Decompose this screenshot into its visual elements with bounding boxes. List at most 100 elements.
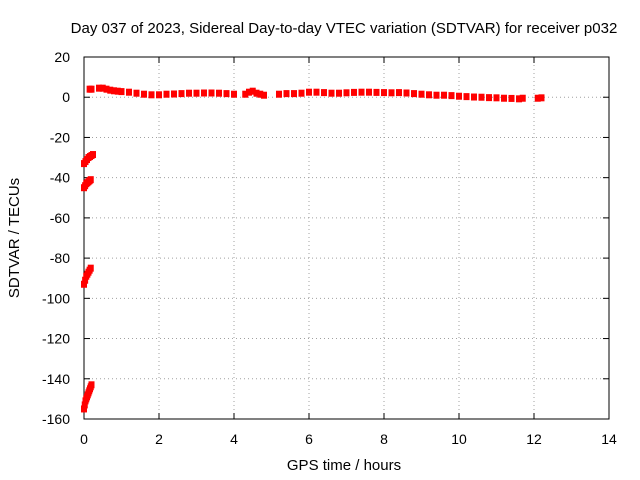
- y-tick-label: -40: [50, 170, 70, 186]
- data-point: [253, 89, 260, 97]
- data-point: [81, 405, 87, 413]
- x-tick-label: 8: [380, 431, 388, 447]
- data-point: [516, 95, 522, 103]
- data-point: [231, 90, 237, 98]
- data-point: [186, 89, 192, 97]
- data-point: [249, 87, 256, 95]
- data-point: [418, 90, 425, 98]
- data-point: [88, 381, 95, 389]
- data-point: [456, 92, 462, 100]
- data-point: [261, 91, 267, 99]
- data-point: [107, 86, 114, 94]
- data-point: [448, 92, 455, 100]
- data-point: [156, 91, 162, 99]
- data-point: [373, 88, 380, 96]
- data-point: [193, 89, 200, 97]
- data-point: [396, 89, 402, 97]
- data-point: [358, 88, 365, 96]
- data-point: [519, 94, 526, 102]
- x-tick-label: 2: [155, 431, 163, 447]
- data-point: [343, 89, 350, 97]
- data-point: [501, 94, 507, 102]
- data-point: [171, 90, 177, 98]
- x-tick-label: 14: [601, 431, 617, 447]
- data-point: [493, 94, 500, 102]
- data-point: [126, 88, 132, 96]
- data-point: [508, 94, 515, 102]
- data-point: [216, 89, 222, 97]
- data-point: [336, 89, 342, 97]
- data-point: [81, 401, 88, 409]
- data-point: [87, 176, 94, 184]
- y-tick-label: 0: [62, 89, 70, 105]
- data-point: [388, 89, 395, 97]
- x-tick-label: 10: [451, 431, 467, 447]
- data-point: [283, 90, 290, 98]
- y-axis-label: SDTVAR / TECUs: [6, 178, 23, 298]
- data-point: [257, 90, 264, 98]
- data-point: [486, 94, 492, 102]
- data-point: [223, 90, 230, 98]
- y-tick-labels: 20 0 -20 -40 -60 -80 -100 -120 -140 -160: [42, 49, 70, 427]
- data-point: [381, 89, 387, 97]
- data-point: [87, 264, 94, 272]
- x-axis-label: GPS time / hours: [287, 457, 401, 474]
- data-point: [163, 90, 170, 98]
- data-point: [82, 276, 89, 284]
- data-point: [471, 93, 477, 101]
- x-tick-labels: 0 2 4 6 8 10 12 14: [80, 431, 617, 447]
- data-point: [426, 91, 432, 99]
- y-tick-label: -20: [50, 129, 70, 145]
- data-point: [81, 280, 87, 288]
- data-point: [433, 91, 440, 99]
- data-point: [178, 90, 185, 98]
- data-point: [133, 89, 140, 97]
- data-point: [141, 90, 147, 98]
- grid-lines: [84, 57, 609, 419]
- y-tick-label: -80: [50, 250, 70, 266]
- data-point: [534, 94, 541, 102]
- y-tick-label: 20: [54, 49, 70, 65]
- data-point: [96, 84, 102, 92]
- data-point: [242, 90, 249, 98]
- y-tick-label: -60: [50, 210, 70, 226]
- data-point: [291, 90, 297, 98]
- data-point: [538, 94, 545, 102]
- data-point: [90, 151, 96, 159]
- data-point: [328, 89, 335, 97]
- data-point: [441, 91, 447, 99]
- data-point: [201, 89, 207, 97]
- data-point: [478, 93, 485, 101]
- x-tick-label: 6: [305, 431, 313, 447]
- x-tick-label: 0: [80, 431, 88, 447]
- data-point: [246, 88, 252, 96]
- data-points: [81, 84, 545, 413]
- data-point: [208, 89, 215, 97]
- data-point: [403, 89, 410, 97]
- data-point: [111, 87, 117, 95]
- data-point: [463, 93, 470, 101]
- data-point: [351, 88, 357, 96]
- data-point: [148, 91, 155, 99]
- plot-frame: [83, 56, 610, 420]
- data-point: [321, 89, 327, 97]
- data-point: [306, 88, 312, 96]
- data-point: [366, 88, 372, 96]
- y-tick-label: -140: [42, 371, 70, 387]
- axis-ticks: [83, 56, 610, 420]
- data-point: [298, 89, 305, 97]
- data-point: [411, 90, 417, 98]
- data-point: [114, 87, 121, 95]
- y-tick-label: -120: [42, 331, 70, 347]
- data-point: [88, 85, 95, 93]
- data-point: [118, 88, 125, 96]
- chart-title: Day 037 of 2023, Sidereal Day-to-day VTE…: [71, 20, 618, 37]
- data-point: [99, 84, 106, 92]
- y-tick-label: -100: [42, 290, 70, 306]
- x-tick-label: 12: [526, 431, 542, 447]
- data-point: [313, 88, 320, 96]
- y-tick-label: -160: [42, 411, 70, 427]
- data-point: [103, 85, 110, 93]
- data-point: [276, 90, 282, 98]
